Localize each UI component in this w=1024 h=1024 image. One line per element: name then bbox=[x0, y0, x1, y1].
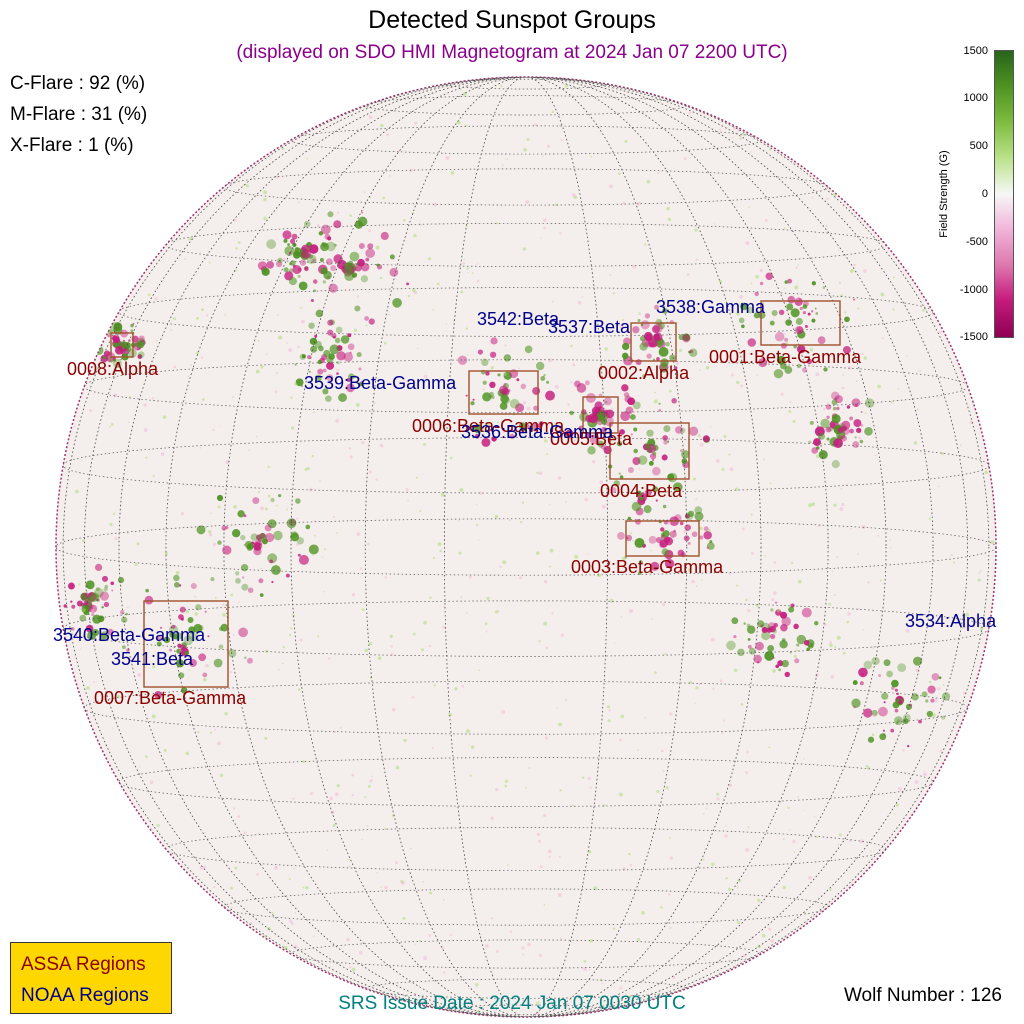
assa-label-0003: 0003:Beta-Gamma bbox=[571, 557, 724, 577]
assa-label-0005: 0005:Beta bbox=[550, 429, 633, 449]
srs-issue-date: SRS Issue Date : 2024 Jan 07 0030 UTC bbox=[338, 993, 686, 1014]
noaa-label-3534: 3534:Alpha bbox=[905, 611, 997, 631]
colorbar-tick: -500 bbox=[965, 236, 988, 248]
assa-label-0002: 0002:Alpha bbox=[598, 363, 690, 383]
colorbar-tick: 1500 bbox=[963, 45, 988, 57]
legend-noaa: NOAA Regions bbox=[21, 985, 149, 1006]
noaa-label-3536: 3536:Beta-Gamma bbox=[461, 422, 614, 442]
m-flare-probability: M-Flare : 31 (%) bbox=[10, 104, 148, 125]
colorbar-tick: -1500 bbox=[959, 331, 988, 343]
noaa-label-3542: 3542:Beta bbox=[477, 309, 560, 329]
c-flare-probability: C-Flare : 92 (%) bbox=[10, 73, 146, 94]
region-boxes bbox=[110, 300, 841, 688]
x-flare-probability: X-Flare : 1 (%) bbox=[10, 135, 134, 156]
colorbar-label: Field Strength (G) bbox=[938, 150, 950, 238]
assa-label-0004: 0004:Beta bbox=[600, 481, 683, 501]
box-0004 bbox=[609, 422, 690, 480]
assa-label-0006: 0006:Beta-Gamma bbox=[412, 416, 565, 436]
page-title: Detected Sunspot Groups bbox=[368, 6, 656, 34]
colorbar-tick: 1000 bbox=[963, 92, 988, 104]
box-0003 bbox=[625, 520, 700, 557]
colorbar-tick: 500 bbox=[969, 140, 988, 152]
noaa-label-3540: 3540:Beta-Gamma bbox=[53, 625, 206, 645]
box-0002 bbox=[630, 322, 677, 362]
assa-label-0001: 0001:Beta-Gamma bbox=[709, 347, 862, 367]
solar-disk bbox=[55, 76, 997, 1018]
magnetic-field-patches bbox=[56, 84, 995, 1015]
wolf-number: Wolf Number : 126 bbox=[843, 985, 1002, 1006]
box-0008 bbox=[110, 332, 134, 358]
box-0007 bbox=[143, 600, 229, 688]
page-subtitle: (displayed on SDO HMI Magnetogram at 202… bbox=[236, 42, 788, 63]
noaa-label-3537: 3537:Beta bbox=[548, 317, 631, 337]
legend-assa: ASSA Regions bbox=[21, 954, 146, 975]
colorbar-tick: 0 bbox=[981, 188, 988, 200]
box-0005 bbox=[582, 396, 619, 434]
noaa-label-3539: 3539:Beta-Gamma bbox=[304, 373, 457, 393]
heliographic-grid bbox=[56, 77, 996, 1017]
colorbar-tick: -1000 bbox=[959, 284, 988, 296]
assa-label-0007: 0007:Beta-Gamma bbox=[94, 688, 247, 708]
region-legend: ASSA Regions NOAA Regions bbox=[10, 942, 172, 1014]
box-0001 bbox=[760, 300, 841, 346]
assa-label-0008: 0008:Alpha bbox=[67, 359, 159, 379]
noaa-label-3541: 3541:Beta bbox=[111, 649, 194, 669]
box-0006 bbox=[468, 370, 539, 415]
field-strength-colorbar bbox=[994, 50, 1014, 338]
noaa-label-3538: 3538:Gamma bbox=[656, 297, 766, 317]
